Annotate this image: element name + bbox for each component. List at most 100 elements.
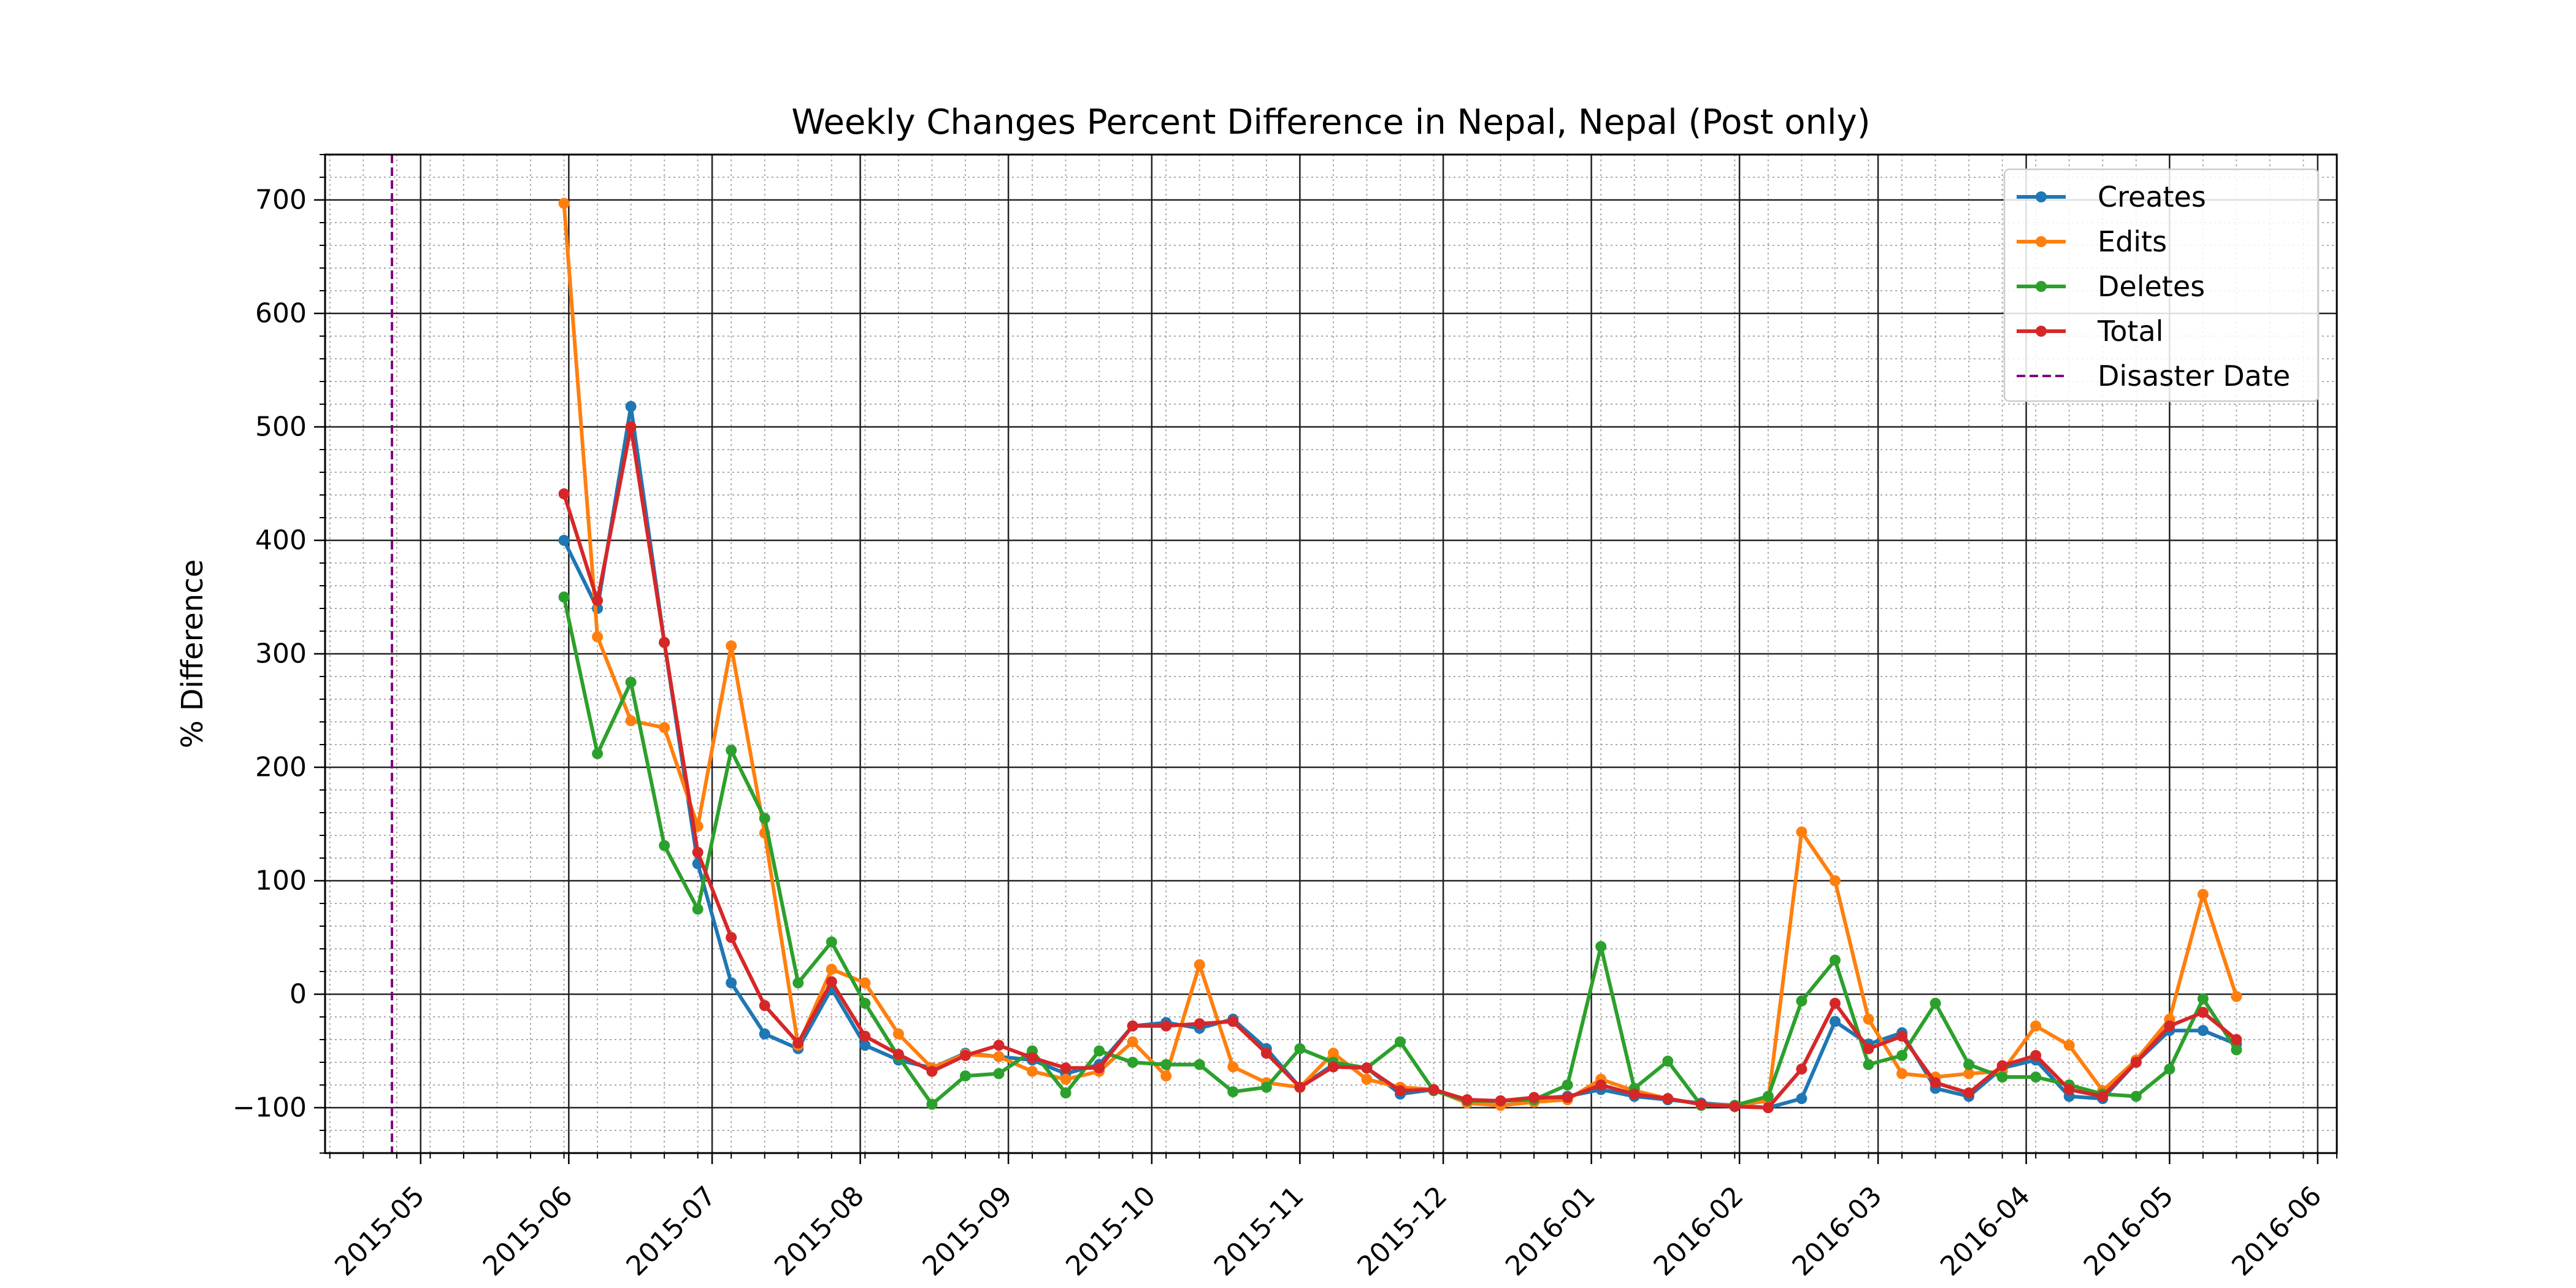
data-point-edits <box>2063 1040 2075 1051</box>
data-point-total <box>558 488 570 500</box>
data-point-edits <box>1863 1013 1874 1025</box>
data-point-deletes <box>926 1098 938 1110</box>
y-tick-label: 300 <box>255 638 307 670</box>
data-point-total <box>1260 1048 1272 1059</box>
data-point-deletes <box>1595 941 1607 953</box>
legend-marker-edits <box>2036 236 2047 247</box>
data-point-deletes <box>1796 995 1807 1007</box>
data-point-creates <box>558 535 570 546</box>
minor-gridlines <box>325 154 2337 1154</box>
y-tick-label: 200 <box>255 752 307 783</box>
x-tick-label: 2016-02 <box>1647 1180 1749 1282</box>
data-point-total <box>1127 1020 1138 1032</box>
data-point-total <box>993 1040 1005 1051</box>
data-point-total <box>1796 1064 1807 1075</box>
data-point-deletes <box>2197 993 2209 1005</box>
data-point-edits <box>1829 875 1841 886</box>
data-point-edits <box>859 977 871 989</box>
data-point-total <box>726 932 737 943</box>
data-point-creates <box>726 977 737 989</box>
data-point-deletes <box>1394 1036 1406 1048</box>
data-point-edits <box>2030 1020 2042 1032</box>
data-point-total <box>826 976 837 987</box>
data-point-deletes <box>592 748 604 759</box>
data-point-edits <box>892 1028 904 1040</box>
data-point-creates <box>2197 1025 2209 1037</box>
series-layer <box>558 197 2242 1113</box>
y-tick-label: 600 <box>255 298 307 329</box>
x-tick-label: 2015-06 <box>477 1180 579 1282</box>
data-point-deletes <box>1260 1081 1272 1093</box>
data-point-total <box>1695 1098 1707 1110</box>
data-point-edits <box>1361 1073 1373 1085</box>
data-point-deletes <box>759 813 770 824</box>
data-point-total <box>1294 1081 1306 1093</box>
x-tick-label: 2015-08 <box>769 1180 870 1282</box>
data-point-edits <box>1227 1061 1239 1073</box>
legend-marker-total <box>2036 326 2047 337</box>
data-point-total <box>2030 1049 2042 1061</box>
data-point-edits <box>1060 1073 1071 1085</box>
data-point-edits <box>659 722 670 734</box>
data-point-total <box>1896 1030 1908 1042</box>
data-point-deletes <box>1094 1045 1105 1057</box>
data-point-total <box>1327 1061 1339 1073</box>
data-point-deletes <box>1863 1059 1874 1070</box>
data-point-total <box>692 846 703 858</box>
data-point-total <box>792 1037 804 1049</box>
data-point-deletes <box>692 903 703 915</box>
data-point-deletes <box>792 977 804 989</box>
data-point-creates <box>859 1040 871 1051</box>
data-point-total <box>2197 1006 2209 1018</box>
data-point-total <box>1762 1102 1774 1113</box>
data-point-deletes <box>1562 1079 1573 1091</box>
legend-label: Total <box>2097 315 2163 348</box>
x-tick-label: 2016-04 <box>1934 1180 2036 1282</box>
data-point-total <box>2231 1034 2242 1045</box>
data-point-total <box>1863 1043 1874 1054</box>
data-point-deletes <box>1227 1086 1239 1098</box>
data-point-deletes <box>625 677 637 688</box>
data-point-total <box>1930 1077 1941 1089</box>
data-point-total <box>1361 1062 1373 1074</box>
x-tick-label: 2015-07 <box>620 1180 722 1282</box>
data-point-deletes <box>959 1070 971 1082</box>
plot-frame <box>324 153 2338 1154</box>
data-point-total <box>1428 1084 1439 1095</box>
data-point-edits <box>726 640 737 652</box>
y-tick-label: 0 <box>289 979 307 1010</box>
legend: Creates Edits Deletes Total Disaster Date <box>2003 168 2320 402</box>
x-tick-label: 2016-05 <box>2078 1180 2180 1282</box>
data-point-deletes <box>1963 1059 1975 1070</box>
legend-marker-creates <box>2036 191 2047 202</box>
data-point-deletes <box>1294 1043 1306 1054</box>
data-point-total <box>1996 1060 2008 1071</box>
data-point-total <box>2130 1057 2142 1068</box>
data-point-deletes <box>2164 1064 2175 1075</box>
legend-label: Edits <box>2098 225 2167 258</box>
data-point-deletes <box>1662 1056 1674 1067</box>
y-tick-label: 500 <box>255 412 307 443</box>
data-point-deletes <box>993 1068 1005 1079</box>
data-point-total <box>926 1065 938 1077</box>
y-tick-label: 100 <box>255 865 307 897</box>
legend-box <box>2003 168 2320 402</box>
data-point-total <box>1094 1062 1105 1074</box>
data-point-edits <box>592 631 604 643</box>
data-point-deletes <box>1762 1091 1774 1102</box>
data-point-deletes <box>726 745 737 756</box>
data-point-deletes <box>859 997 871 1009</box>
data-point-edits <box>1160 1070 1172 1082</box>
data-point-edits <box>1327 1048 1339 1059</box>
data-point-creates <box>625 401 637 412</box>
x-tick-label: 2015-12 <box>1351 1180 1453 1282</box>
x-tick-label: 2016-03 <box>1786 1180 1888 1282</box>
data-point-total <box>1562 1092 1573 1103</box>
data-point-edits <box>993 1051 1005 1062</box>
series-line-creates <box>562 404 2237 1110</box>
y-tick-label: 400 <box>255 525 307 556</box>
data-point-total <box>1060 1062 1071 1074</box>
data-point-deletes <box>1060 1087 1071 1098</box>
x-tick-label: 2015-11 <box>1208 1180 1310 1282</box>
